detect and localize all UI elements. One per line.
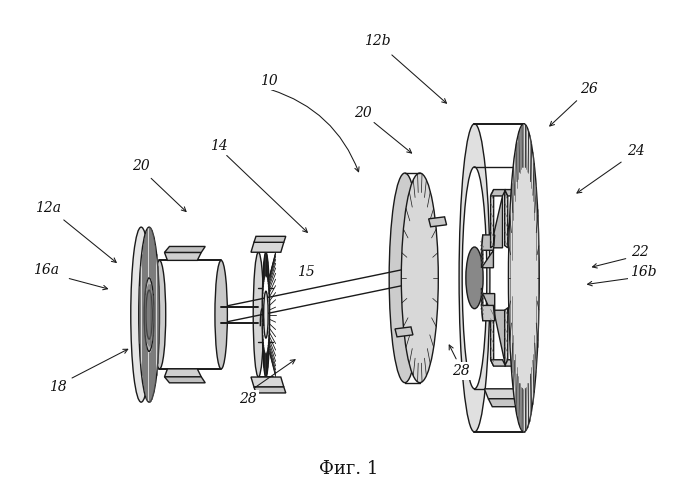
FancyArrowPatch shape	[374, 122, 412, 153]
Polygon shape	[483, 294, 495, 321]
FancyArrowPatch shape	[450, 345, 456, 359]
Polygon shape	[493, 310, 505, 366]
Text: 28: 28	[452, 364, 470, 378]
Polygon shape	[489, 399, 528, 406]
Polygon shape	[165, 377, 205, 383]
Polygon shape	[517, 288, 529, 306]
FancyArrowPatch shape	[550, 100, 577, 126]
Text: 24: 24	[628, 144, 645, 158]
FancyArrowPatch shape	[255, 360, 295, 388]
Ellipse shape	[389, 173, 421, 382]
Text: 26: 26	[580, 82, 597, 96]
Polygon shape	[482, 288, 483, 321]
Polygon shape	[482, 235, 495, 250]
Polygon shape	[482, 306, 495, 321]
Ellipse shape	[508, 124, 540, 432]
Polygon shape	[395, 327, 413, 337]
FancyArrowPatch shape	[593, 258, 625, 268]
Polygon shape	[254, 236, 285, 242]
Ellipse shape	[139, 227, 160, 402]
Ellipse shape	[462, 167, 487, 389]
Polygon shape	[516, 235, 528, 262]
Ellipse shape	[459, 124, 490, 432]
Polygon shape	[505, 360, 520, 366]
Ellipse shape	[262, 252, 269, 377]
Polygon shape	[505, 190, 517, 246]
FancyArrowPatch shape	[588, 278, 631, 286]
FancyArrowPatch shape	[64, 220, 117, 262]
Polygon shape	[484, 389, 524, 399]
FancyArrowPatch shape	[271, 90, 359, 172]
Ellipse shape	[253, 252, 264, 377]
Text: 16a: 16a	[33, 263, 59, 277]
Polygon shape	[254, 387, 285, 393]
Ellipse shape	[154, 260, 165, 369]
Polygon shape	[251, 242, 284, 252]
Polygon shape	[165, 252, 201, 260]
Polygon shape	[491, 360, 505, 366]
Polygon shape	[516, 235, 517, 268]
Polygon shape	[482, 235, 483, 268]
Polygon shape	[516, 306, 529, 321]
FancyArrowPatch shape	[72, 350, 128, 378]
Ellipse shape	[144, 278, 154, 351]
Text: 12b: 12b	[364, 34, 391, 48]
Ellipse shape	[264, 291, 268, 338]
Text: 28: 28	[239, 392, 256, 406]
Text: Фиг. 1: Фиг. 1	[319, 460, 379, 478]
Ellipse shape	[131, 227, 151, 402]
Ellipse shape	[509, 247, 526, 308]
FancyArrowPatch shape	[577, 162, 621, 193]
Text: 15: 15	[297, 265, 315, 279]
Polygon shape	[507, 308, 520, 360]
Text: 12a: 12a	[35, 201, 61, 215]
Text: 10: 10	[260, 74, 277, 88]
Polygon shape	[516, 235, 529, 250]
Text: 20: 20	[354, 106, 372, 120]
Polygon shape	[491, 190, 505, 196]
FancyArrowPatch shape	[151, 178, 186, 212]
Text: 16b: 16b	[630, 265, 657, 279]
FancyArrowPatch shape	[69, 278, 107, 290]
Polygon shape	[491, 190, 493, 248]
Text: 14: 14	[210, 138, 228, 152]
Ellipse shape	[215, 260, 228, 369]
Text: 18: 18	[49, 380, 66, 394]
Text: 20: 20	[133, 160, 150, 173]
Ellipse shape	[466, 247, 483, 308]
Polygon shape	[505, 190, 507, 248]
Ellipse shape	[401, 173, 438, 382]
FancyArrowPatch shape	[227, 156, 307, 232]
Polygon shape	[251, 377, 284, 387]
FancyArrowPatch shape	[392, 55, 447, 103]
Polygon shape	[505, 308, 507, 366]
Polygon shape	[491, 308, 493, 366]
Polygon shape	[165, 246, 205, 252]
Polygon shape	[429, 217, 447, 227]
Polygon shape	[165, 369, 201, 377]
Polygon shape	[516, 288, 517, 321]
Polygon shape	[505, 190, 520, 196]
Polygon shape	[491, 196, 503, 248]
Polygon shape	[482, 250, 493, 268]
Text: 22: 22	[632, 245, 649, 259]
Ellipse shape	[146, 290, 152, 339]
